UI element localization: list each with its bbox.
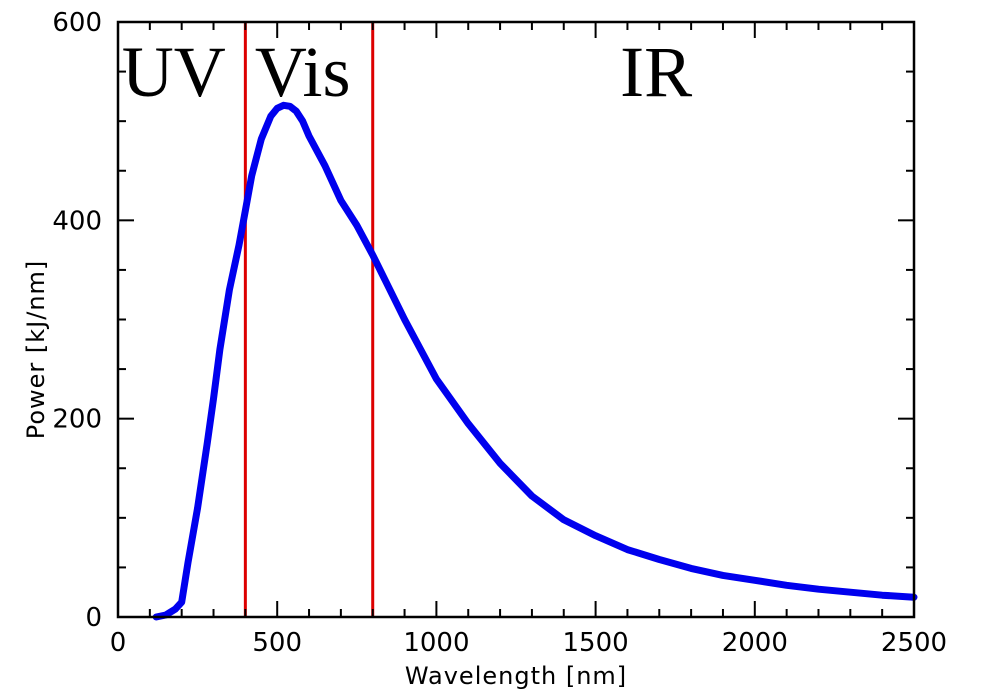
x-tick-label: 0: [110, 628, 127, 658]
x-tick-label: 1500: [563, 628, 629, 658]
x-tick-label: 500: [252, 628, 302, 658]
region-label: UV: [122, 32, 226, 112]
series-line: [152, 101, 918, 621]
x-axis-label: Wavelength [nm]: [405, 662, 627, 690]
region-label: IR: [620, 32, 692, 112]
x-tick-label: 2500: [881, 628, 947, 658]
y-tick-label: 200: [52, 405, 102, 435]
region-label: Vis: [255, 32, 351, 112]
y-tick-label: 0: [85, 603, 102, 633]
plot-frame: [116, 20, 916, 619]
x-tick-label: 2000: [722, 628, 788, 658]
y-tick-label: 600: [52, 8, 102, 38]
x-tick-label: 1000: [403, 628, 469, 658]
y-axis-label: Power [kJ/nm]: [22, 260, 50, 440]
y-tick-label: 400: [52, 206, 102, 236]
